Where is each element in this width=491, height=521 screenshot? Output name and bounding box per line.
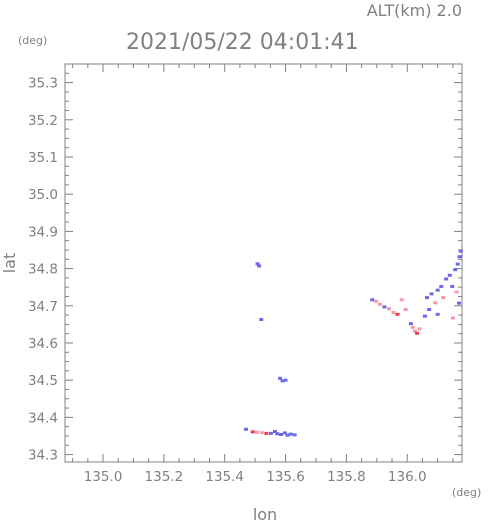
data-point [447, 273, 452, 277]
y-tick-label: 35.2 [28, 113, 58, 129]
data-point [412, 329, 417, 333]
data-point [439, 284, 444, 288]
data-point [450, 316, 455, 320]
data-point [433, 301, 438, 305]
data-point [457, 255, 462, 259]
plot-frame [64, 63, 463, 463]
x-tick-label: 135.6 [266, 469, 305, 485]
data-point [453, 268, 458, 272]
data-point [458, 249, 463, 253]
y-tick-label: 34.5 [28, 373, 58, 389]
y-tick-label: 34.9 [28, 224, 58, 240]
data-point [282, 431, 287, 435]
x-tick-label: 135.0 [84, 469, 123, 485]
data-point [374, 299, 379, 303]
y-axis: 34.3 34.4 34.5 34.6 34.7 34.8 34.9 35.0 35.1 35.2… [28, 63, 462, 464]
data-point [382, 305, 387, 309]
y-unit-label: (deg) [18, 34, 47, 47]
data-point [257, 264, 262, 268]
data-point [377, 302, 382, 306]
x-unit-label: (deg) [452, 486, 481, 499]
altitude-label: ALT(km) 2.0 [367, 1, 462, 20]
y-tick-label: 34.3 [28, 448, 58, 464]
data-point [456, 301, 461, 305]
data-point [264, 431, 269, 435]
data-point [268, 431, 273, 435]
data-point [280, 379, 285, 383]
data-point [454, 290, 459, 294]
data-point [288, 432, 293, 436]
x-axis-label: lon [253, 505, 277, 521]
data-point [278, 376, 283, 380]
data-point [370, 298, 375, 302]
data-point [408, 322, 413, 326]
plot-area [244, 249, 463, 437]
data-point [254, 430, 259, 434]
y-tick-label: 35.0 [28, 187, 58, 203]
data-point [435, 288, 440, 292]
y-axis-label: lat [0, 253, 19, 274]
data-point [250, 430, 255, 434]
data-point [422, 314, 427, 318]
data-point [386, 307, 391, 311]
data-point [417, 327, 422, 331]
data-point [292, 433, 297, 437]
data-point [272, 429, 277, 433]
y-tick-label: 34.7 [28, 299, 58, 315]
data-point [255, 262, 260, 266]
x-tick-label: 135.4 [205, 469, 244, 485]
data-point [285, 433, 290, 437]
y-tick-label: 34.4 [28, 410, 58, 426]
data-point [425, 296, 430, 300]
data-point [399, 298, 404, 302]
data-point [427, 307, 432, 311]
x-axis: 135.0 135.2 135.4 135.6 135.8 136.0 [72, 64, 454, 485]
y-tick-label: 34.8 [28, 262, 58, 278]
data-point [275, 432, 280, 436]
data-point [259, 318, 264, 322]
data-point [278, 432, 283, 436]
x-tick-label: 135.2 [145, 469, 184, 485]
data-point [444, 277, 449, 281]
y-tick-label: 34.6 [28, 336, 58, 352]
data-point [395, 312, 400, 316]
y-tick-label: 35.1 [28, 150, 58, 166]
x-tick-label: 136.0 [388, 469, 427, 485]
x-tick-label: 135.8 [327, 469, 366, 485]
data-point [455, 262, 460, 266]
y-tick-label: 35.3 [28, 76, 58, 92]
data-point [429, 292, 434, 296]
data-point [435, 312, 440, 316]
chart-title: 2021/05/22 04:01:41 [126, 30, 359, 55]
data-point [391, 310, 396, 314]
data-point [410, 325, 415, 329]
data-point [441, 296, 446, 300]
data-point [283, 378, 288, 382]
data-point [414, 331, 419, 335]
data-point [244, 427, 249, 431]
data-point [450, 284, 455, 288]
data-point [403, 307, 408, 311]
data-point [259, 431, 264, 435]
